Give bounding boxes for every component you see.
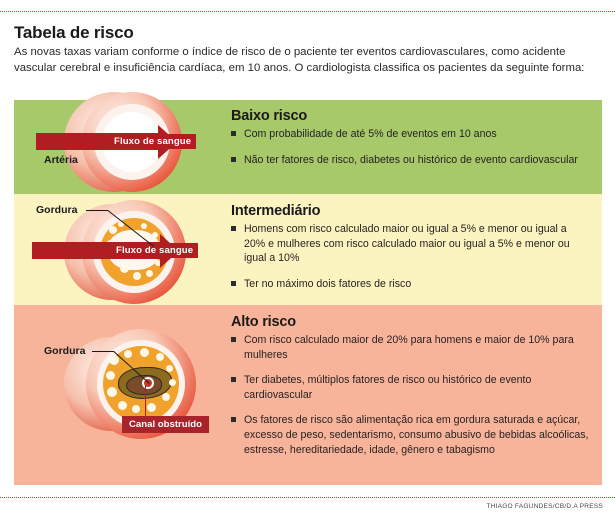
artery-label: Artéria (44, 154, 78, 166)
bullet-item: Com probabilidade de até 5% de eventos e… (231, 127, 590, 142)
bullet-text: Não ter fatores de risco, diabetes ou hi… (244, 153, 578, 166)
bullet-square-icon (231, 377, 236, 383)
section-panel-baixo-risco: Fluxo de sangue Artéria Baixo risco Com … (14, 92, 602, 194)
section-title-alto-risco: Alto risco (231, 314, 296, 330)
bullet-square-icon (231, 226, 236, 231)
bullet-item: Os fatores de risco são alimentação rica… (231, 413, 590, 457)
bullet-square-icon (231, 337, 236, 342)
section-content-alto-risco: Alto risco Com risco calculado maior de … (231, 314, 590, 457)
credit-line: THIAGO FAGUNDES/CB/D.A PRESS (486, 503, 603, 510)
obstructed-leader-stem (145, 385, 146, 419)
blood-flow-label: Fluxo de sangue (109, 134, 197, 149)
bullet-text: Com risco calculado maior de 20% para ho… (244, 334, 574, 361)
bullet-text: Os fatores de risco são alimentação rica… (244, 414, 589, 456)
bullet-text: Homens com risco calculado maior ou igua… (244, 223, 570, 265)
bullet-item: Com risco calculado maior de 20% para ho… (231, 333, 590, 362)
fat-leader-horizontal (86, 210, 108, 211)
bullet-item: Ter diabetes, múltiplos fatores de risco… (231, 373, 590, 402)
section-panel-intermediario: Fluxo de sangue Gordura Intermediário Ho… (14, 194, 602, 305)
bullet-item: Ter no máximo dois fatores de risco (231, 277, 590, 292)
illustration-artery-blocked: Gordura Canal obstruído (14, 315, 229, 465)
bullet-item: Homens com risco calculado maior ou igua… (231, 222, 590, 266)
section-content-intermediario: Intermediário Homens com risco calculado… (231, 203, 590, 291)
bullet-text: Com probabilidade de até 5% de eventos e… (244, 128, 497, 140)
section-content-baixo-risco: Baixo risco Com probabilidade de até 5% … (231, 108, 590, 167)
fat-label: Gordura (36, 204, 78, 216)
blood-flow-label: Fluxo de sangue (111, 243, 199, 258)
fat-leader-horizontal (92, 351, 114, 352)
top-divider-rule (0, 11, 615, 12)
section-panel-alto-risco: Gordura Canal obstruído Alto risco Com r… (14, 305, 602, 485)
section-title-baixo-risco: Baixo risco (231, 108, 307, 124)
illustration-artery-clear: Fluxo de sangue Artéria (14, 90, 229, 194)
illustration-artery-partial: Fluxo de sangue Gordura (14, 192, 229, 307)
fat-label: Gordura (44, 345, 86, 357)
page-standfirst: As novas taxas variam conforme o índice … (14, 46, 585, 74)
bullet-text: Ter no máximo dois fatores de risco (244, 277, 412, 290)
bullet-square-icon (231, 280, 236, 286)
bullet-square-icon (231, 131, 236, 136)
bullet-square-icon (231, 417, 236, 423)
obstructed-channel-label: Canal obstruído (122, 416, 210, 433)
section-title-intermediario: Intermediário (231, 203, 321, 219)
bullet-square-icon (231, 156, 236, 162)
bullet-item: Não ter fatores de risco, diabetes ou hi… (231, 153, 590, 168)
page-title: Tabela de risco (14, 23, 134, 42)
bullet-text: Ter diabetes, múltiplos fatores de risco… (244, 374, 532, 401)
bottom-divider-rule (0, 497, 615, 498)
